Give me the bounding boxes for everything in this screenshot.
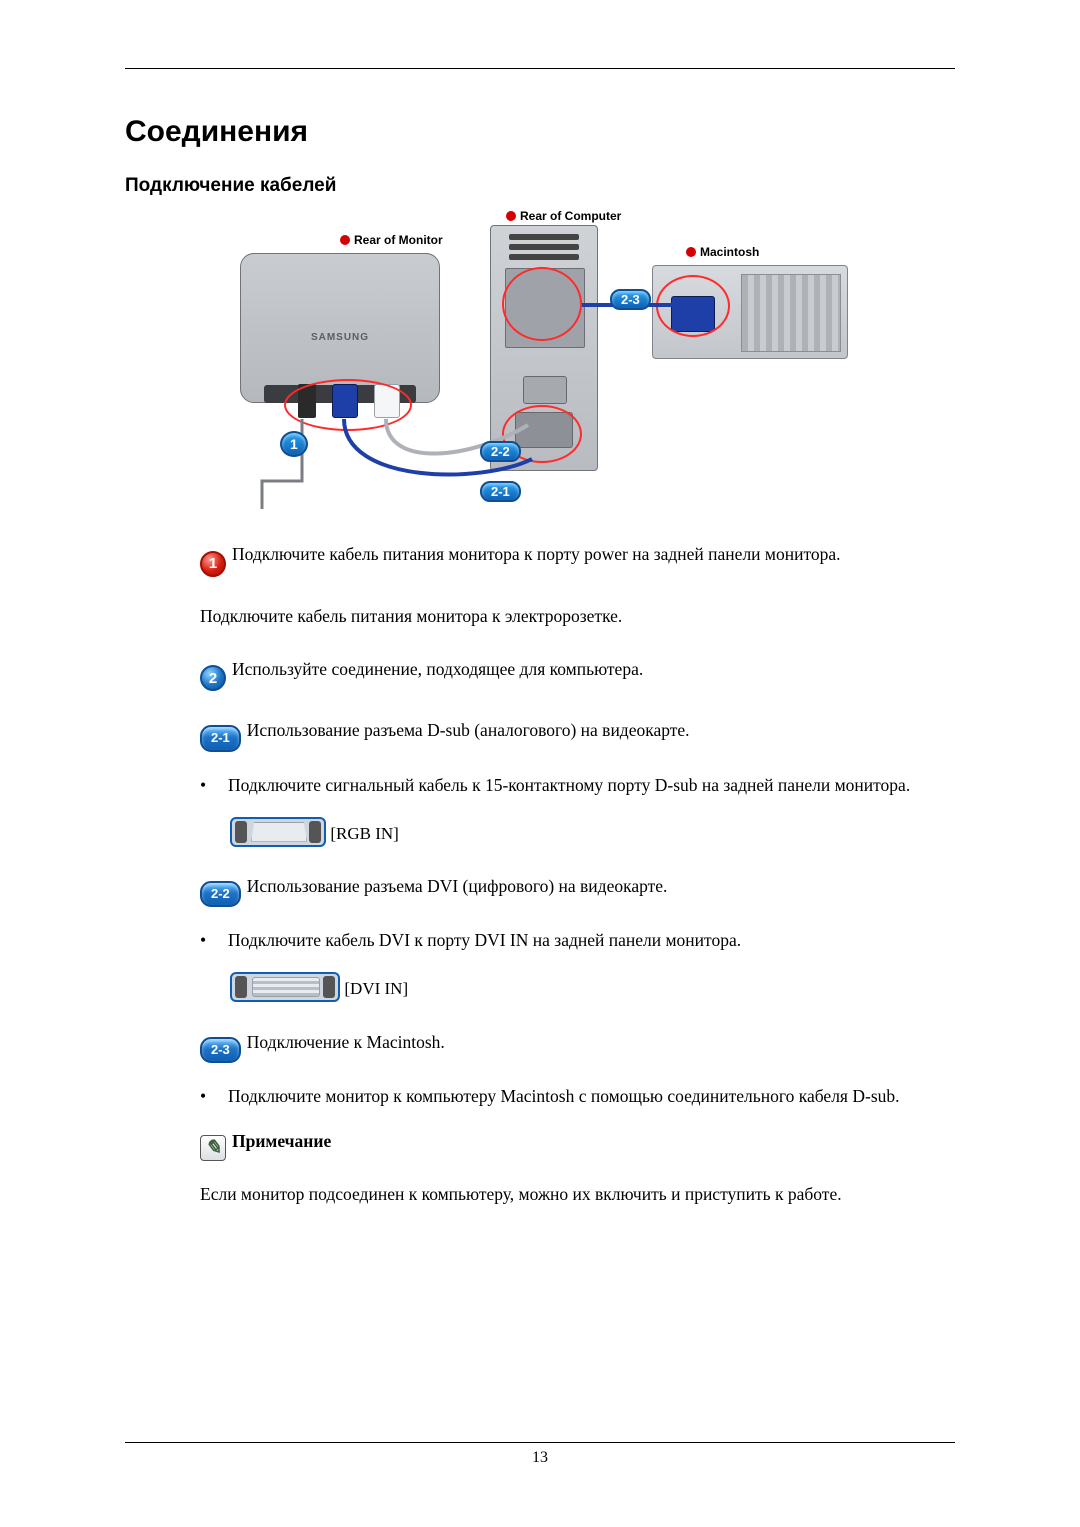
section-title: Подключение кабелей	[125, 175, 955, 197]
step-2: 2 Используйте соединение, подходящее для …	[200, 656, 955, 692]
note-title: Примечание	[232, 1131, 331, 1151]
label-monitor: Rear of Monitor	[340, 233, 443, 247]
diagram-container: Rear of Monitor Rear of Computer Macinto…	[125, 209, 955, 509]
mac-grill	[741, 274, 841, 352]
step-2-1-bullet-list: Подключите сигнальный кабель к 15-контак…	[200, 772, 955, 799]
step-2-1-bullet: Подключите сигнальный кабель к 15-контак…	[200, 772, 955, 799]
note-icon: ✎	[200, 1135, 226, 1161]
label-computer: Rear of Computer	[506, 209, 621, 223]
label-computer-text: Rear of Computer	[520, 209, 621, 223]
screw-icon	[323, 976, 335, 998]
step-2-1-bullet-text: Подключите сигнальный кабель к 15-контак…	[228, 775, 910, 795]
dsub-shape	[251, 822, 307, 842]
badge-2-3: 2-3	[610, 289, 651, 310]
screw-icon	[235, 821, 247, 843]
top-rule	[125, 68, 955, 69]
note-text: Если монитор подсоединен к компьютеру, м…	[200, 1184, 842, 1204]
badge-1: 1	[280, 431, 308, 457]
callout-monitor	[284, 379, 412, 431]
callout-tower-top	[502, 267, 582, 341]
dvi-connector-row: [DVI IN]	[200, 972, 955, 1002]
dvi-connector-icon	[230, 972, 340, 1002]
red-dot-icon	[340, 235, 350, 245]
screw-icon	[309, 821, 321, 843]
badge-2-2: 2-2	[480, 441, 521, 462]
tower-slot	[509, 244, 579, 250]
step-2-2-text: Использование разъема DVI (цифрового) на…	[247, 876, 668, 896]
step-2-3-bullet-list: Подключите монитор к компьютеру Macintos…	[200, 1083, 955, 1110]
step-1-text: Подключите кабель питания монитора к пор…	[232, 544, 841, 564]
step-2-icon: 2	[200, 665, 226, 691]
rgb-connector-icon	[230, 817, 326, 847]
step-1b: Подключите кабель питания монитора к эле…	[200, 603, 955, 630]
step-2-3-icon: 2-3	[200, 1037, 241, 1063]
page-number: 13	[125, 1449, 955, 1467]
step-2-3: 2-3 Подключение к Macintosh.	[200, 1029, 955, 1063]
label-mac: Macintosh	[686, 245, 759, 259]
step-1: 1 Подключите кабель питания монитора к по…	[200, 541, 955, 577]
footer-rule	[125, 1442, 955, 1443]
step-1-icon: 1	[200, 551, 226, 577]
step-2-3-bullet-text: Подключите монитор к компьютеру Macintos…	[228, 1086, 900, 1106]
connection-diagram: Rear of Monitor Rear of Computer Macinto…	[232, 209, 848, 509]
page-title: Соединения	[125, 115, 955, 149]
callout-mac	[656, 275, 730, 337]
step-1b-text: Подключите кабель питания монитора к эле…	[200, 606, 622, 626]
red-dot-icon	[506, 211, 516, 221]
step-2-1-icon: 2-1	[200, 725, 241, 751]
badge-2-1: 2-1	[480, 481, 521, 502]
dvi-label: [DVI IN]	[344, 979, 408, 998]
dvi-shape	[252, 977, 320, 997]
tower-slot	[509, 254, 579, 260]
step-2-3-bullet: Подключите монитор к компьютеру Macintos…	[200, 1083, 955, 1110]
monitor-brand: SAMSUNG	[311, 332, 369, 343]
step-2-2-bullet-text: Подключите кабель DVI к порту DVI IN на …	[228, 930, 741, 950]
step-2-2-bullet: Подключите кабель DVI к порту DVI IN на …	[200, 927, 955, 954]
tower-psu	[523, 376, 567, 404]
rgb-connector-row: [RGB IN]	[200, 817, 955, 847]
note-heading: ✎ Примечание	[200, 1128, 955, 1162]
label-mac-text: Macintosh	[700, 245, 759, 259]
step-2-2-icon: 2-2	[200, 881, 241, 907]
note-body: Если монитор подсоединен к компьютеру, м…	[200, 1181, 955, 1208]
body: 1 Подключите кабель питания монитора к по…	[125, 541, 955, 1208]
step-2-2-bullet-list: Подключите кабель DVI к порту DVI IN на …	[200, 927, 955, 954]
step-2-1-text: Использование разъема D-sub (аналогового…	[247, 720, 690, 740]
tower-slot	[509, 234, 579, 240]
page: Соединения Подключение кабелей Rear of M…	[0, 0, 1080, 1208]
rgb-label: [RGB IN]	[330, 824, 398, 843]
step-2-3-text: Подключение к Macintosh.	[247, 1032, 445, 1052]
step-2-text: Используйте соединение, подходящее для к…	[232, 659, 643, 679]
label-monitor-text: Rear of Monitor	[354, 233, 443, 247]
screw-icon	[235, 976, 247, 998]
footer: 13	[125, 1442, 955, 1467]
red-dot-icon	[686, 247, 696, 257]
step-2-1: 2-1 Использование разъема D-sub (аналогов…	[200, 717, 955, 751]
step-2-2: 2-2 Использование разъема DVI (цифрового)…	[200, 873, 955, 907]
